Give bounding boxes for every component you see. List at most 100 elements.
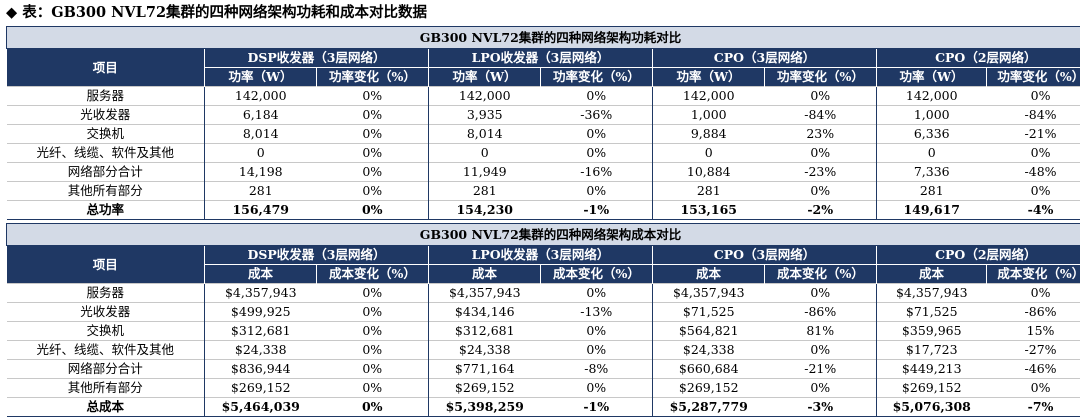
table-cell: 6,184 [204,105,317,125]
sub-header: 功率变化（%） [540,67,653,87]
group-header: CPO（3层网络） [652,48,877,68]
table-cell: 0% [540,321,653,341]
table-cell: 0% [316,283,429,303]
table-title-row: GB300 NVL72集群的四种网络架构功耗对比 [5,26,1080,49]
row-label: 网络部分合计 [6,162,205,182]
row-label: 光纤、线缆、软件及其他 [6,340,205,360]
table-cell: 10,884 [652,162,765,182]
table-cell: 23% [764,124,877,144]
item-header: 项目 [6,245,205,284]
sub-header: 功率变化（%） [985,67,1080,87]
row-label: 交换机 [6,321,205,341]
table-cell: -16% [540,162,653,182]
table-cell: $24,338 [204,340,317,360]
table-cell: 0% [316,124,429,144]
sub-header: 成本 [652,264,765,284]
group-header-row: 项目 DSP收发器（3层网络） LPO收发器（3层网络） CPO（3层网络） CPO（2… [6,48,1080,87]
table-cell: 7,336 [876,162,987,182]
table-cell: -8% [540,359,653,379]
sub-header-row: 功率（W） 功率变化（%） 功率（W） 功率变化（%） 功率（W） 功率变化（%） 功率（W… [7,67,1080,87]
table-cell: $5,464,039 [204,397,317,417]
table-cell: $836,944 [204,359,317,379]
table-cell: 0% [764,283,877,303]
table-row: 交换机 $312,681 0% $312,681 0% $564,821 81% $359,9… [6,321,1080,341]
table-cell: 0% [316,181,429,201]
table-cell: -27% [986,340,1080,360]
table-row: 光收发器 6,184 0% 3,935 -36% 1,000 -84% 1,000 -84% [6,105,1080,125]
table-cell: $449,213 [876,359,987,379]
table-cell: 0% [316,321,429,341]
table-cell: -1% [540,397,653,417]
table-cell: 0% [316,397,429,417]
row-label: 光纤、线缆、软件及其他 [6,143,205,163]
table-caption: ◆ 表：GB300 NVL72集群的四种网络架构功耗和成本对比数据 [6,4,428,21]
sub-header: 功率（W） [876,67,987,87]
sub-header: 成本变化（%） [985,264,1080,284]
table-cell: 142,000 [876,86,987,106]
table-cell: 0 [204,143,317,163]
table-cell: 0% [986,181,1080,201]
row-label: 光收发器 [6,105,205,125]
table-cell: 0% [540,283,653,303]
cost-table: GB300 NVL72集群的四种网络架构成本对比 项目 DSP收发器（3层网络） LP… [5,223,1080,417]
sub-header: 功率（W） [652,67,765,87]
group-header-row: 项目 DSP收发器（3层网络） LPO收发器（3层网络） CPO（3层网络） CPO（2… [6,245,1080,284]
group-header: LPO收发器（3层网络） [428,245,653,265]
table-cell: 11,949 [428,162,541,182]
table-cell: 0% [540,181,653,201]
row-label: 总功率 [6,200,205,220]
table-cell: $269,152 [652,378,765,398]
table-cell: 0% [540,143,653,163]
table-cell: -1% [540,200,653,220]
table-cell: 142,000 [652,86,765,106]
table-cell: -46% [986,359,1080,379]
table-cell: 0% [764,143,877,163]
table-row: 光收发器 $499,925 0% $434,146 -13% $71,525 -86% $71… [6,302,1080,322]
sub-header: 功率变化（%） [316,67,429,87]
table-cell: 0% [764,86,877,106]
sub-header: 成本 [204,264,317,284]
table-title-row: GB300 NVL72集群的四种网络架构成本对比 [5,223,1080,246]
table-cell: 0% [540,86,653,106]
table-cell: 0% [316,86,429,106]
table-cell: 0% [316,143,429,163]
table-cell: 154,230 [428,200,541,220]
table-cell: -13% [540,302,653,322]
table-cell: 0% [764,181,877,201]
table-row: 服务器 $4,357,943 0% $4,357,943 0% $4,357,943 0% $… [6,283,1080,303]
table-cell: -2% [764,200,877,220]
table-cell: $5,076,308 [876,397,987,417]
row-label: 总成本 [6,397,205,417]
table-cell: $24,338 [652,340,765,360]
table-row: 光纤、线缆、软件及其他 0 0% 0 0% 0 0% 0 0% [6,143,1080,163]
table-row: 网络部分合计 14,198 0% 11,949 -16% 10,884 -23% 7,336-… [6,162,1080,182]
table-cell: $269,152 [204,378,317,398]
table-cell: 281 [652,181,765,201]
table-cell: 1,000 [876,105,987,125]
table-cell: 15% [986,321,1080,341]
row-label: 交换机 [6,124,205,144]
table-cell: 1,000 [652,105,765,125]
group-header: DSP收发器（3层网络） [204,48,429,68]
row-label: 服务器 [6,86,205,106]
table-cell: $71,525 [876,302,987,322]
table-cell: $434,146 [428,302,541,322]
table-cell: 0% [316,162,429,182]
table-cell: -86% [986,302,1080,322]
row-label: 网络部分合计 [6,359,205,379]
sub-header: 成本变化（%） [316,264,429,284]
table-cell: 0 [428,143,541,163]
tables-container: GB300 NVL72集群的四种网络架构功耗对比 项目 DSP收发器（3层网络） LP… [0,26,1080,417]
table-cell: 0% [986,86,1080,106]
table-cell: 0% [316,302,429,322]
sub-header: 成本变化（%） [540,264,653,284]
sub-header-row: 成本 成本变化（%） 成本 成本变化（%） 成本 成本变化（%） 成本 成本变化（%） [7,264,1080,284]
group-header: CPO（2层网络） [875,48,1080,68]
table-row: 光纤、线缆、软件及其他 $24,338 0% $24,338 0% $24,338 0% $1… [6,340,1080,360]
total-row: 总功率 156,479 0% 154,230 -1% 153,165 -2% 149,617-… [6,200,1080,220]
group-header: DSP收发器（3层网络） [204,245,429,265]
table-cell: -48% [986,162,1080,182]
row-label: 光收发器 [6,302,205,322]
table-cell: 0% [316,359,429,379]
table-cell: 3,935 [428,105,541,125]
